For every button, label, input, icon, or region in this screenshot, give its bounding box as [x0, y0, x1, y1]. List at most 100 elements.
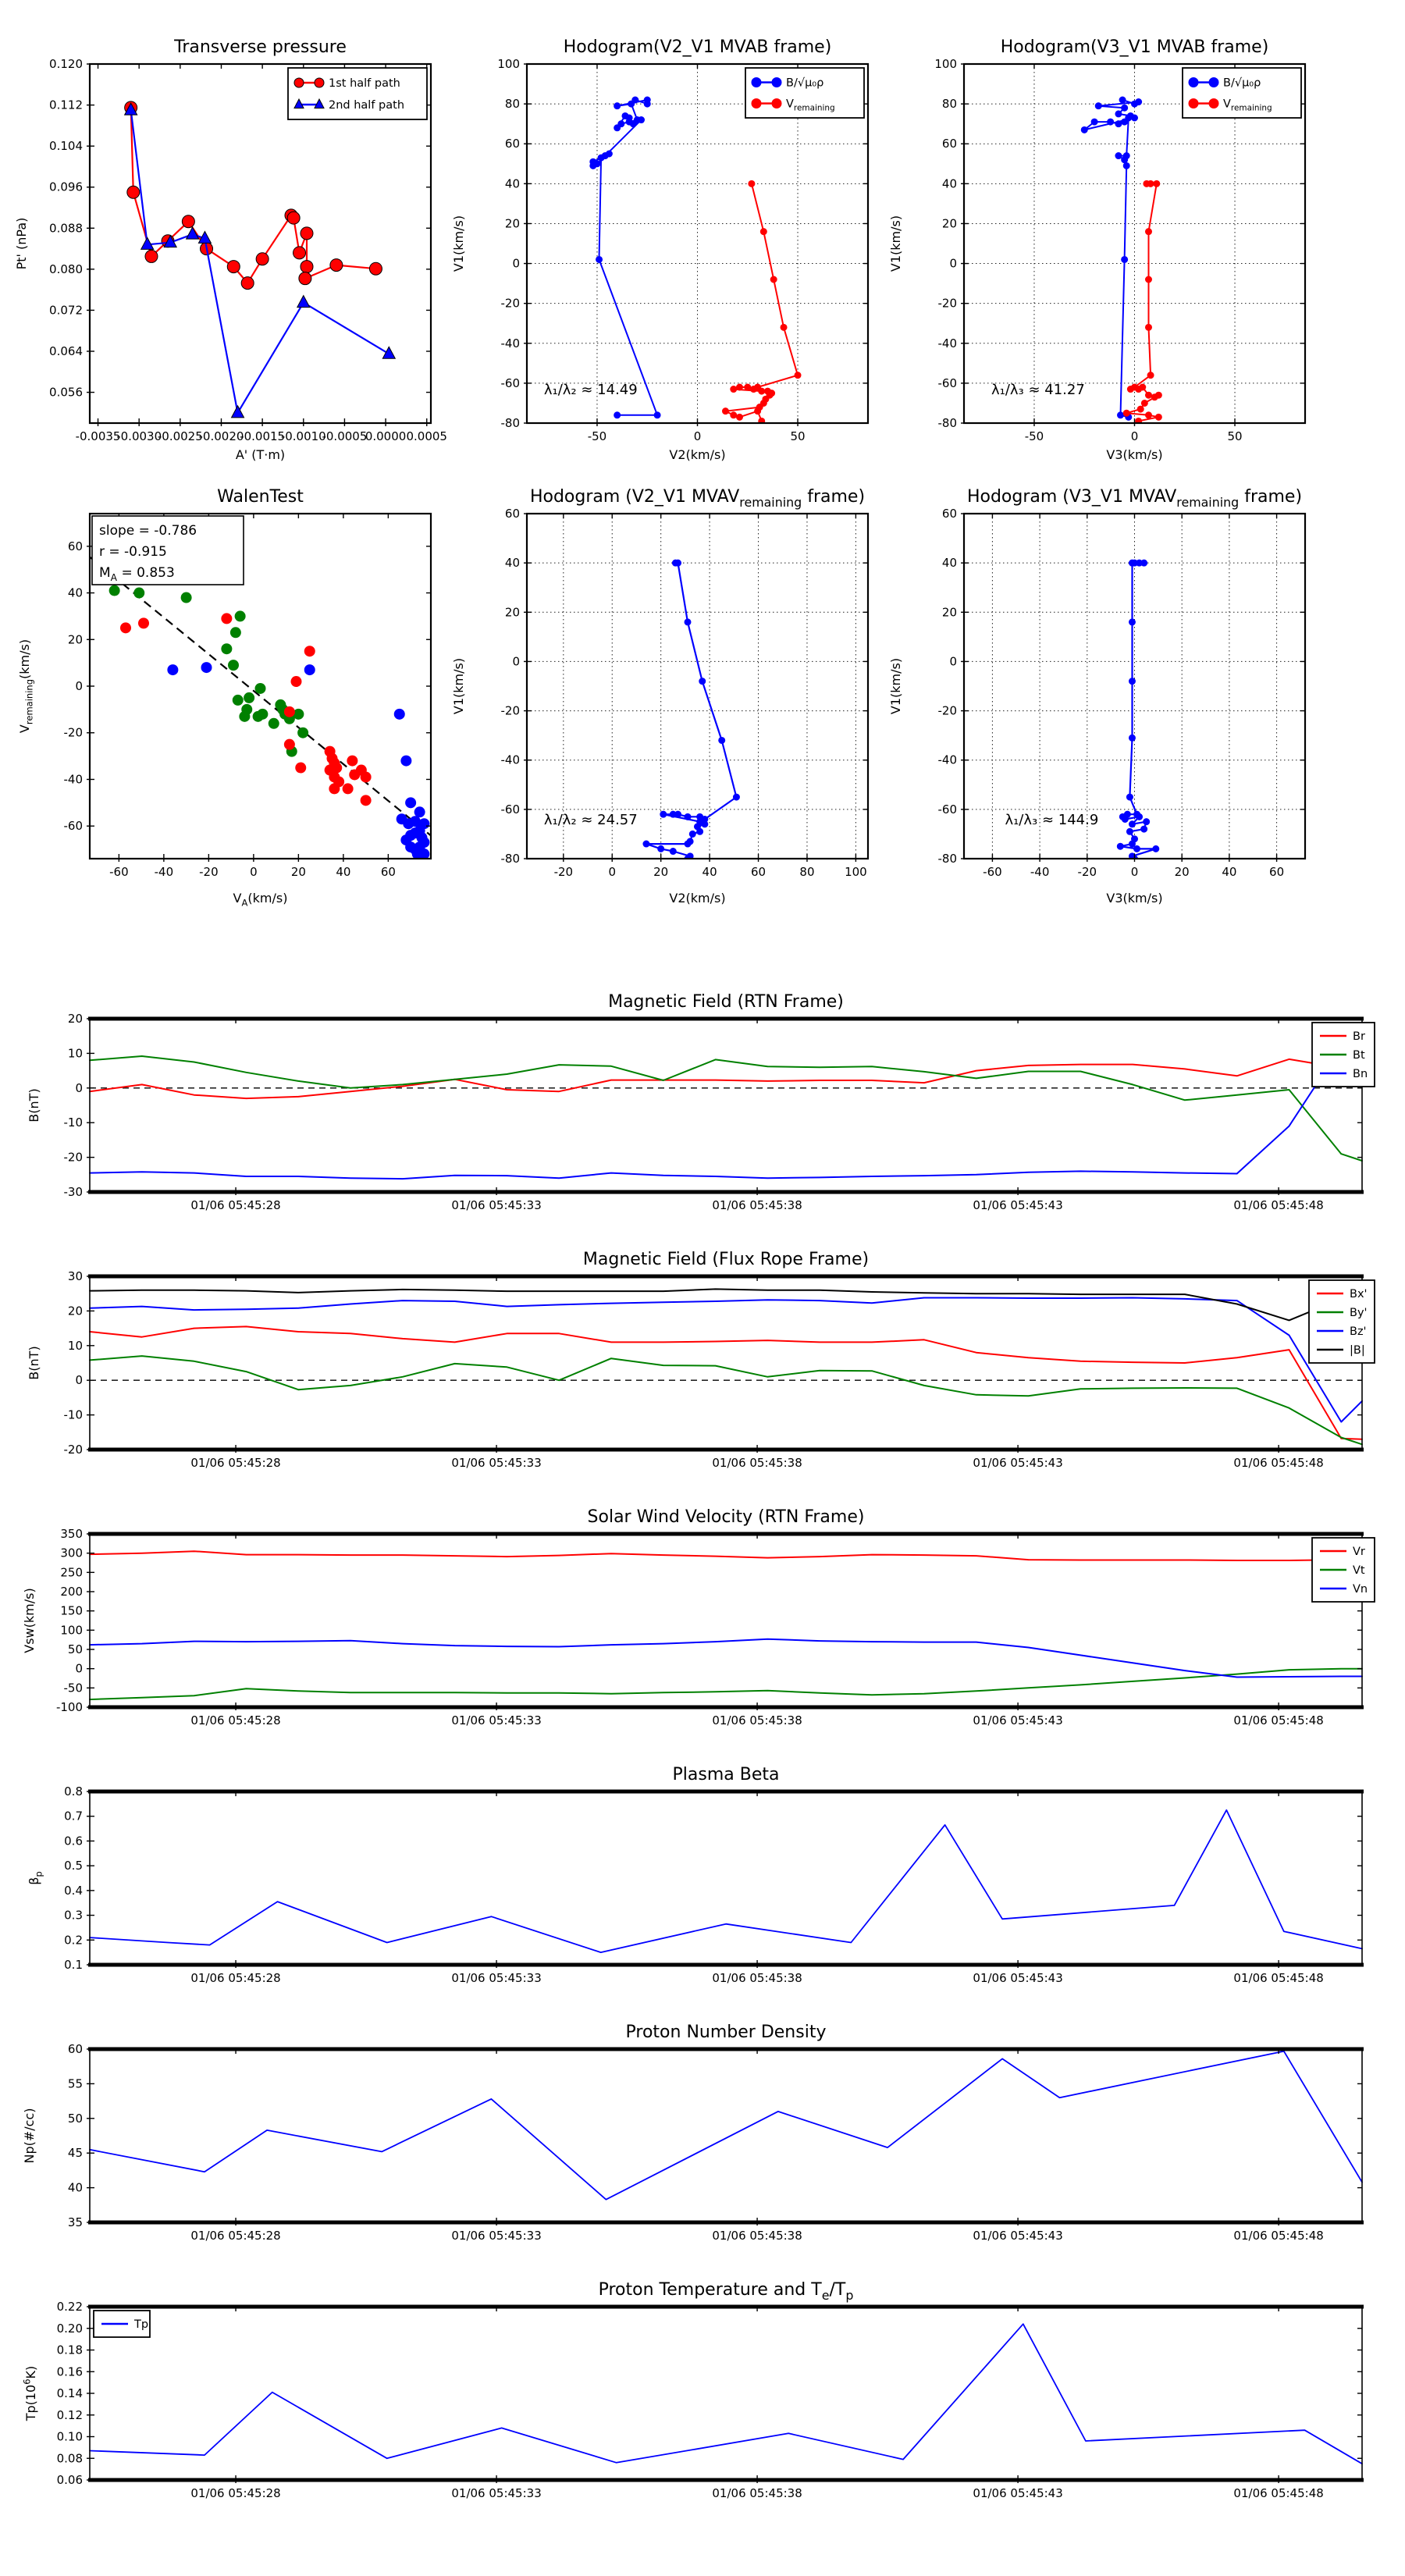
svg-text:01/06 05:45:38: 01/06 05:45:38 — [712, 1198, 802, 1212]
svg-text:01/06 05:45:48: 01/06 05:45:48 — [1233, 2229, 1323, 2243]
svg-text:Hodogram(V3_V1 MVAB frame): Hodogram(V3_V1 MVAB frame) — [1001, 37, 1269, 57]
svg-text:Vr: Vr — [1353, 1546, 1365, 1558]
svg-text:0.0005: 0.0005 — [406, 429, 447, 443]
svg-text:01/06 05:45:43: 01/06 05:45:43 — [973, 1456, 1062, 1470]
svg-text:-20: -20 — [501, 704, 521, 718]
svg-text:0: 0 — [512, 654, 520, 668]
svg-text:0.08: 0.08 — [57, 2451, 83, 2465]
svg-text:-60: -60 — [109, 865, 129, 879]
svg-text:Vt: Vt — [1353, 1564, 1365, 1577]
svg-text:Bt: Bt — [1353, 1049, 1365, 1062]
svg-text:0.6: 0.6 — [64, 1834, 83, 1848]
svg-text:Proton Number Density: Proton Number Density — [626, 2023, 827, 2042]
svg-text:250: 250 — [60, 1565, 83, 1579]
svg-text:V1(km/s): V1(km/s) — [451, 658, 466, 714]
svg-text:60: 60 — [1269, 865, 1284, 879]
svg-text:60: 60 — [68, 2042, 83, 2056]
svg-text:V1(km/s): V1(km/s) — [888, 215, 903, 272]
chart-magnetic-field-fluxrope: 01/06 05:45:28 01/06 05:45:33 01/06 05:45:… — [0, 1232, 1405, 1489]
svg-text:01/06 05:45:28: 01/06 05:45:28 — [190, 1456, 280, 1470]
svg-text:10: 10 — [68, 1339, 83, 1353]
svg-text:B(nT): B(nT) — [27, 1088, 41, 1122]
chart-walen-test: -60 -40 -20 0 20 40 60 -60 -40 -20 0 20 40 60 WalenTes… — [0, 472, 468, 921]
svg-text:VA(km/s): VA(km/s) — [233, 891, 288, 909]
svg-text:0: 0 — [694, 429, 702, 443]
svg-text:-50: -50 — [588, 429, 607, 443]
svg-text:-40: -40 — [501, 336, 521, 350]
chart-proton-temperature: 01/06 05:45:28 01/06 05:45:33 01/06 05:45:… — [0, 2262, 1405, 2520]
svg-text:-20: -20 — [554, 865, 574, 879]
svg-text:0.22: 0.22 — [57, 2300, 83, 2314]
svg-text:40: 40 — [942, 556, 957, 570]
svg-text:20: 20 — [68, 1304, 83, 1318]
svg-text:0: 0 — [949, 257, 957, 271]
svg-text:Hodogram(V2_V1 MVAB frame): Hodogram(V2_V1 MVAB frame) — [564, 37, 832, 57]
svg-text:0: 0 — [75, 1373, 83, 1387]
svg-text:60: 60 — [942, 137, 957, 151]
svg-text:150: 150 — [60, 1604, 83, 1618]
svg-text:0: 0 — [512, 257, 520, 271]
svg-text:λ₁/λ₃ ≈ 144.9: λ₁/λ₃ ≈ 144.9 — [1005, 812, 1098, 828]
svg-text:20: 20 — [942, 216, 957, 230]
svg-text:V3(km/s): V3(km/s) — [1106, 447, 1162, 462]
svg-text:01/06 05:45:43: 01/06 05:45:43 — [973, 1713, 1062, 1727]
svg-text:0.7: 0.7 — [64, 1809, 83, 1823]
svg-text:60: 60 — [381, 865, 396, 879]
svg-text:01/06 05:45:43: 01/06 05:45:43 — [973, 2486, 1062, 2500]
svg-text:100: 100 — [934, 57, 957, 71]
svg-text:Magnetic Field (RTN Frame): Magnetic Field (RTN Frame) — [608, 992, 844, 1012]
svg-text:WalenTest: WalenTest — [217, 487, 304, 507]
svg-text:Magnetic Field (Flux Rope Fram: Magnetic Field (Flux Rope Frame) — [583, 1250, 869, 1269]
svg-text:01/06 05:45:33: 01/06 05:45:33 — [451, 2486, 541, 2500]
svg-text:Bz': Bz' — [1350, 1325, 1367, 1338]
svg-text:0.1: 0.1 — [64, 1958, 83, 1972]
svg-text:0.5: 0.5 — [64, 1859, 83, 1873]
svg-text:Proton Temperature and Te/Tp: Proton Temperature and Te/Tp — [599, 2280, 854, 2303]
chart-hodogram-v3v1-mvab: -50 0 50 -80 -60 -40 -20 0 20 40 60 80 100 Hodogram(V… — [874, 20, 1343, 472]
svg-text:|B|: |B| — [1350, 1344, 1365, 1357]
svg-text:-60: -60 — [501, 376, 521, 390]
svg-text:01/06 05:45:38: 01/06 05:45:38 — [712, 2486, 802, 2500]
svg-text:0: 0 — [949, 654, 957, 668]
svg-text:01/06 05:45:43: 01/06 05:45:43 — [973, 1198, 1062, 1212]
svg-text:Vremaining(km/s): Vremaining(km/s) — [17, 639, 35, 733]
svg-text:-40: -40 — [1030, 865, 1050, 879]
svg-text:Tp(106K): Tp(106K) — [22, 2366, 38, 2422]
svg-text:01/06 05:45:38: 01/06 05:45:38 — [712, 1971, 802, 1985]
svg-text:-20: -20 — [64, 726, 84, 740]
svg-text:0.088: 0.088 — [49, 221, 83, 235]
svg-text:Np(#/cc): Np(#/cc) — [22, 2108, 37, 2164]
svg-text:Bn: Bn — [1353, 1068, 1368, 1080]
svg-text:40: 40 — [336, 865, 350, 879]
svg-text:-60: -60 — [938, 802, 958, 817]
svg-text:-80: -80 — [501, 852, 521, 866]
svg-text:55: 55 — [68, 2076, 83, 2090]
svg-text:By': By' — [1350, 1307, 1368, 1319]
svg-text:-50: -50 — [1025, 429, 1044, 443]
svg-text:40: 40 — [702, 865, 717, 879]
svg-text:20: 20 — [291, 865, 306, 879]
svg-text:40: 40 — [505, 176, 520, 190]
svg-text:V2(km/s): V2(km/s) — [669, 891, 725, 906]
svg-text:Hodogram (V2_V1 MVAVremaining: Hodogram (V2_V1 MVAVremaining frame) — [530, 487, 865, 510]
svg-text:-20: -20 — [938, 704, 958, 718]
chart-hodogram-v3v1-mvav: -60 -40 -20 0 20 40 60 -80 -60 -40 -20 0 20 40 60 Hodog… — [874, 472, 1343, 921]
chart-hodogram-v2v1-mvab: -50 0 50 -80 -60 -40 -20 0 20 40 60 80 100 Hodogram(V… — [437, 20, 905, 472]
svg-text:λ₁/λ₂ ≈ 24.57: λ₁/λ₂ ≈ 24.57 — [544, 812, 638, 828]
svg-text:40: 40 — [68, 586, 83, 600]
svg-text:Bx': Bx' — [1350, 1288, 1368, 1300]
svg-text:-80: -80 — [938, 416, 958, 430]
svg-text:B(nT): B(nT) — [27, 1346, 41, 1379]
svg-text:10: 10 — [68, 1046, 83, 1060]
svg-text:B/√μ₀ρ: B/√μ₀ρ — [1223, 77, 1261, 90]
svg-text:1st half path: 1st half path — [329, 77, 400, 90]
svg-text:100: 100 — [845, 865, 867, 879]
svg-text:20: 20 — [942, 605, 957, 619]
svg-text:V1(km/s): V1(km/s) — [451, 215, 466, 272]
svg-text:0.8: 0.8 — [64, 1784, 83, 1799]
svg-text:-0.0030: -0.0030 — [116, 429, 162, 443]
svg-text:slope = -0.786: slope = -0.786 — [99, 523, 197, 539]
svg-text:0.2: 0.2 — [64, 1933, 83, 1947]
svg-text:0.064: 0.064 — [49, 344, 83, 358]
svg-text:Vremaining: Vremaining — [786, 98, 835, 113]
